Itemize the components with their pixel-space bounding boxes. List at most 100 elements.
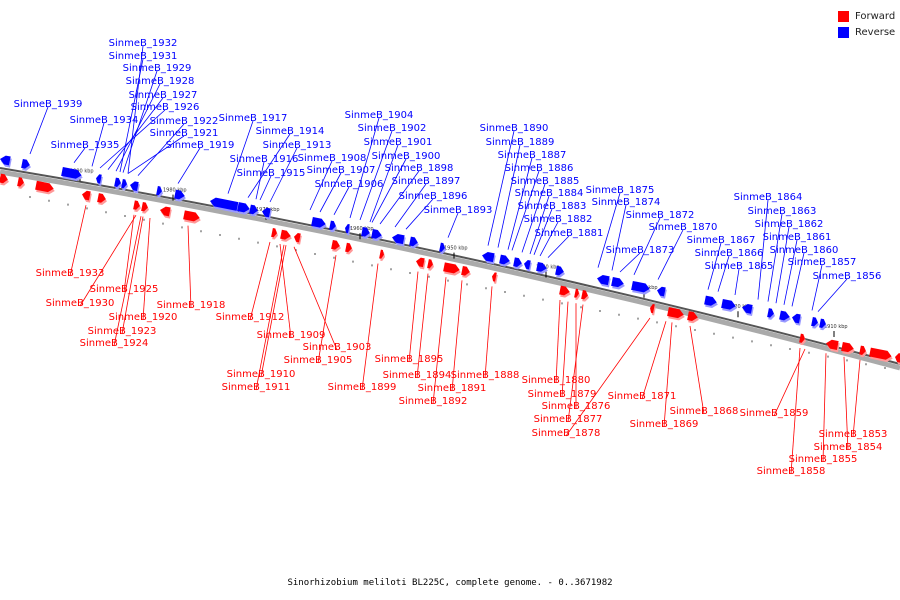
gene-name: SinmeB_1921 — [150, 128, 219, 139]
gene-name: SinmeB_1894 — [383, 370, 452, 381]
gene-body — [416, 257, 425, 268]
gene-label: SinmeB_1856 — [813, 271, 881, 312]
gene-name: SinmeB_1881 — [535, 228, 604, 239]
gene-label: SinmeB_1864 — [734, 192, 803, 300]
gene-name: SinmeB_1909 — [257, 330, 326, 341]
gene-features — [0, 155, 900, 365]
label-leader-line — [611, 204, 627, 271]
gene-label: SinmeB_1932 — [109, 38, 177, 174]
forward-gene-arrow — [574, 288, 581, 301]
gene-label: SinmeB_1871 — [608, 321, 676, 402]
scale-tick-label: 1990 kbp — [70, 168, 94, 174]
gene-name: SinmeB_1920 — [109, 312, 178, 323]
label-leader-line — [451, 280, 463, 392]
gene-body — [721, 298, 736, 310]
label-leader-line — [484, 286, 493, 379]
gene-name: SinmeB_1923 — [88, 326, 157, 337]
gene-name: SinmeB_1910 — [227, 369, 296, 380]
gene-label: SinmeB_1863 — [748, 206, 816, 302]
label-leader-line — [359, 130, 393, 221]
gene-name: SinmeB_1895 — [375, 354, 444, 365]
gene-label: SinmeB_1887 — [498, 150, 566, 250]
label-leader-line — [177, 147, 201, 184]
label-leader-line — [641, 321, 667, 400]
gene-body — [439, 242, 445, 252]
label-leader-line — [379, 170, 420, 225]
reverse-gene-arrow — [174, 189, 186, 202]
gene-body — [826, 339, 839, 350]
label-leader-line — [123, 214, 135, 293]
reverse-gene-arrow — [409, 236, 419, 249]
label-leader-line — [73, 147, 86, 164]
forward-gene-arrow — [97, 193, 107, 206]
reverse-gene-arrow — [156, 185, 163, 198]
label-leader-line — [811, 264, 823, 311]
forward-gene-arrow — [141, 201, 149, 214]
label-leader-line — [757, 199, 769, 300]
label-leader-line — [319, 172, 342, 213]
gene-body — [210, 197, 239, 211]
gene-label: SinmeB_1913 — [263, 140, 331, 203]
gene-name: SinmeB_1869 — [630, 419, 699, 430]
label-leader-line — [113, 216, 142, 347]
gene-label: SinmeB_1911 — [222, 244, 290, 393]
gene-name: SinmeB_1857 — [788, 257, 857, 268]
gene-name: SinmeB_1883 — [518, 201, 587, 212]
gene-body — [294, 232, 301, 243]
gene-body — [461, 265, 470, 276]
reverse-gene-arrow — [792, 313, 802, 326]
gene-label: SinmeB_1935 — [51, 140, 119, 164]
gene-body — [97, 193, 106, 203]
label-leader-line — [561, 301, 569, 398]
gene-name: SinmeB_1866 — [695, 248, 764, 259]
label-leader-line — [790, 347, 801, 475]
label-leader-line — [497, 144, 521, 248]
gene-label: SinmeB_1888 — [451, 286, 519, 381]
gene-name: SinmeB_1919 — [166, 140, 235, 151]
forward-gene-arrow — [443, 262, 461, 276]
gene-name: SinmeB_1915 — [237, 168, 306, 179]
gene-name: SinmeB_1929 — [123, 63, 192, 74]
gene-name: SinmeB_1855 — [789, 454, 858, 465]
label-leader-line — [734, 268, 740, 296]
gene-name: SinmeB_1925 — [90, 284, 159, 295]
gene-name: SinmeB_1878 — [532, 428, 601, 439]
gene-label: SinmeB_1870 — [649, 222, 717, 280]
gene-name: SinmeB_1916 — [230, 154, 299, 165]
label-leader-line — [822, 353, 827, 463]
label-leader-line — [416, 273, 429, 379]
gene-body — [811, 316, 818, 327]
gene-body — [183, 210, 200, 222]
gene-body — [657, 286, 666, 297]
gene-name: SinmeB_1928 — [126, 76, 195, 87]
gene-label: SinmeB_1881 — [535, 228, 604, 258]
gene-label: SinmeB_1905 — [284, 255, 352, 366]
gene-name: SinmeB_1860 — [770, 245, 839, 256]
gene-body — [499, 254, 510, 265]
label-leader-line — [259, 175, 272, 201]
gene-label: SinmeB_1858 — [757, 347, 825, 477]
gene-body — [524, 259, 531, 270]
gene-body — [792, 313, 801, 324]
reverse-gene-arrow — [657, 286, 667, 299]
gene-label: SinmeB_1877 — [534, 304, 602, 425]
gene-label: SinmeB_1900 — [371, 151, 440, 223]
label-leader-line — [127, 135, 185, 174]
gene-name: SinmeB_1864 — [734, 192, 803, 203]
reverse-gene-arrow — [819, 318, 827, 331]
gene-name: SinmeB_1886 — [505, 163, 574, 174]
label-leader-line — [269, 147, 298, 203]
gene-body — [687, 311, 698, 321]
gene-body — [96, 174, 102, 184]
gene-name: SinmeB_1867 — [687, 235, 756, 246]
gene-label: SinmeB_1933 — [36, 205, 104, 279]
label-leader-line — [487, 130, 515, 246]
gene-name: SinmeB_1861 — [763, 232, 832, 243]
gene-body — [650, 303, 655, 314]
gene-label: SinmeB_1882 — [524, 214, 592, 257]
label-leader-line — [115, 83, 161, 172]
label-leader-line — [565, 317, 651, 437]
gene-label: SinmeB_1867 — [687, 235, 756, 290]
legend-forward-label: Forward — [855, 10, 896, 22]
